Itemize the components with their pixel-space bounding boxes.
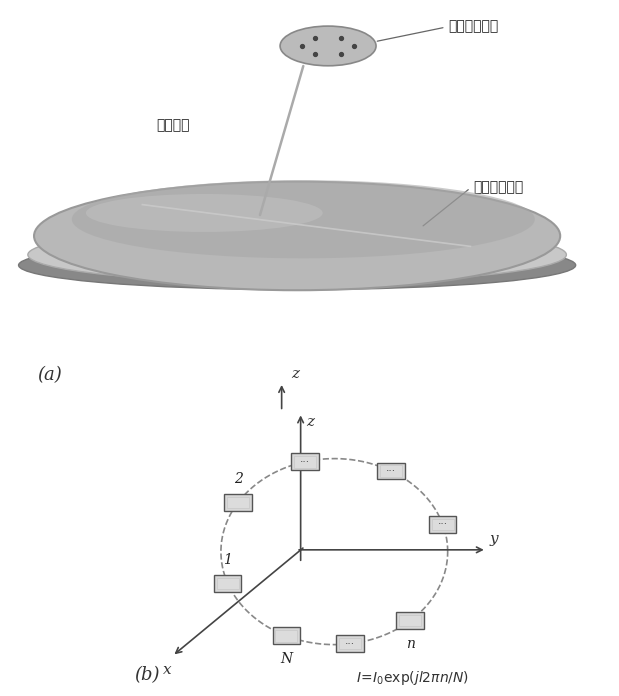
Text: 抛物面反射器: 抛物面反射器 <box>474 180 524 194</box>
Text: x: x <box>163 663 172 677</box>
Text: 2: 2 <box>234 473 243 487</box>
FancyBboxPatch shape <box>431 519 454 530</box>
Text: 支撑机构: 支撑机构 <box>157 118 190 132</box>
FancyBboxPatch shape <box>380 466 402 477</box>
FancyBboxPatch shape <box>377 463 405 480</box>
FancyBboxPatch shape <box>272 628 300 644</box>
Ellipse shape <box>280 26 376 65</box>
FancyBboxPatch shape <box>275 630 298 642</box>
FancyBboxPatch shape <box>399 615 422 626</box>
Text: y: y <box>490 532 498 546</box>
Text: n: n <box>405 637 415 651</box>
Text: $I\!=\!I_0\mathrm{exp}(jl2\pi n/N)$: $I\!=\!I_0\mathrm{exp}(jl2\pi n/N)$ <box>355 670 469 688</box>
Text: N: N <box>280 652 292 666</box>
Text: (b): (b) <box>134 667 160 684</box>
Text: ···: ··· <box>345 639 355 649</box>
Text: z: z <box>306 416 314 429</box>
Text: ···: ··· <box>386 466 396 476</box>
FancyBboxPatch shape <box>429 516 456 533</box>
Ellipse shape <box>34 182 560 290</box>
FancyBboxPatch shape <box>291 453 319 470</box>
Ellipse shape <box>28 226 566 283</box>
FancyBboxPatch shape <box>214 575 241 592</box>
FancyBboxPatch shape <box>396 612 424 629</box>
Text: z: z <box>291 367 299 381</box>
Ellipse shape <box>72 180 535 258</box>
Text: ···: ··· <box>300 457 310 467</box>
Ellipse shape <box>86 194 322 232</box>
FancyBboxPatch shape <box>227 496 249 508</box>
Text: 贴片阵列馈源: 贴片阵列馈源 <box>449 19 499 33</box>
Text: 1: 1 <box>223 553 232 567</box>
Text: (a): (a) <box>37 366 62 384</box>
FancyBboxPatch shape <box>217 578 239 590</box>
FancyBboxPatch shape <box>294 456 316 468</box>
FancyBboxPatch shape <box>339 638 361 649</box>
FancyBboxPatch shape <box>336 635 364 652</box>
Text: ···: ··· <box>438 519 448 530</box>
Ellipse shape <box>19 241 576 290</box>
FancyBboxPatch shape <box>225 494 252 511</box>
